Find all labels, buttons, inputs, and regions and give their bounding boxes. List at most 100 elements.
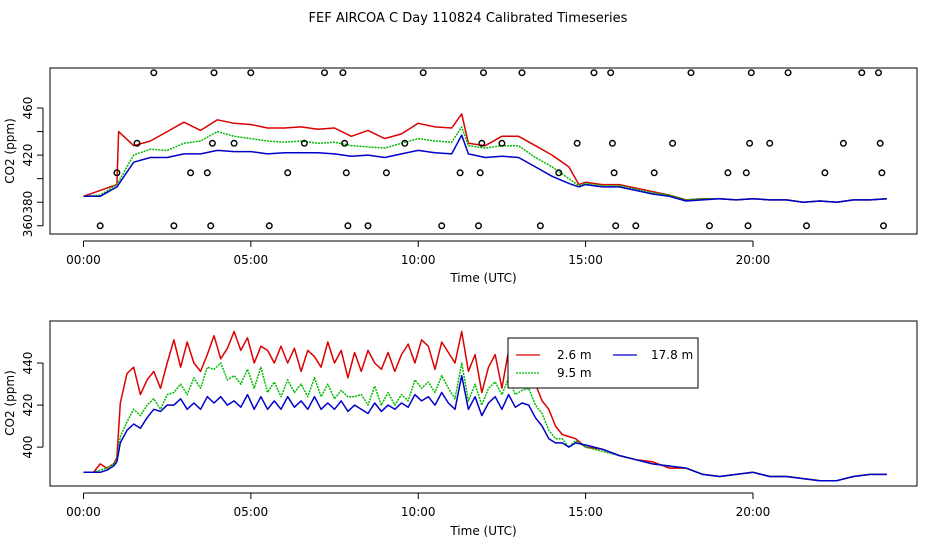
bottom-y-axis: 400 420 440 [21,352,44,459]
top-sample-marker [339,69,347,77]
top-sample-marker [438,222,446,230]
top-sample-marker [687,69,695,77]
legend-label-9-5m: 9.5 m [557,366,592,380]
top-y-tick-label: 360 [21,214,35,237]
chart-title: FEF AIRCOA C Day 110824 Calibrated Times… [309,11,628,26]
top-sample-marker [724,169,732,177]
bottom-y-tick-label: 440 [21,352,35,375]
top-sample-marker [744,222,752,230]
top-x-tick-label: 05:00 [234,253,269,267]
top-x-label: Time (UTC) [449,271,516,285]
top-sample-marker [650,169,658,177]
top-sample-marker [300,139,308,147]
top-plot-frame [49,67,918,235]
top-sample-marker [747,69,755,77]
top-sample-marker [875,69,883,77]
bottom-y-tick-label: 400 [21,436,35,459]
top-x-axis: 00:00 05:00 10:00 15:00 20:00 [66,240,771,267]
top-sample-marker [555,169,563,177]
top-sample-marker [880,222,888,230]
top-y-tick-label: 420 [21,144,35,167]
top-sample-marker [784,69,792,77]
top-sample-marker [742,169,750,177]
top-sample-marker [187,169,195,177]
top-sample-marker [590,69,598,77]
top-sample-marker [607,69,615,77]
top-sample-marker [341,139,349,147]
top-sample-marker [839,139,847,147]
bottom-series-17-8-m [83,374,887,482]
top-sample-marker [706,222,714,230]
top-sample-marker [632,222,640,230]
bottom-y-label: CO2 (ppm) [3,370,17,436]
top-y-tick-label: 460 [21,97,35,120]
top-sample-marker [230,139,238,147]
top-x-tick-label: 20:00 [736,253,771,267]
bottom-x-tick-label: 15:00 [568,505,603,519]
legend: 2.6 m 9.5 m 17.8 m [507,337,699,389]
bottom-y-tick-label: 420 [21,394,35,417]
top-sample-marker [344,222,352,230]
bottom-series-2-6-m [83,330,887,482]
top-sample-marker [669,139,677,147]
bottom-x-tick-label: 00:00 [66,505,101,519]
top-y-axis: 380 420 460 360 [21,97,44,237]
bottom-plot-data [83,330,887,482]
top-sample-marker [456,169,464,177]
top-x-tick-label: 10:00 [401,253,436,267]
top-sample-marker [342,169,350,177]
bottom-x-tick-label: 05:00 [234,505,269,519]
top-y-tick-label: 380 [21,191,35,214]
top-sample-marker [878,169,886,177]
top-sample-marker [419,69,427,77]
bottom-x-axis: 00:00 05:00 10:00 15:00 20:00 [66,492,771,519]
top-sample-marker [150,69,158,77]
top-sample-marker [170,222,178,230]
top-sample-marker [498,139,506,147]
top-sample-marker [610,169,618,177]
top-sample-marker [207,222,215,230]
top-sample-marker [321,69,329,77]
top-sample-marker [364,222,372,230]
top-sample-marker [821,169,829,177]
top-x-tick-label: 00:00 [66,253,101,267]
top-sample-marker [536,222,544,230]
top-x-tick-label: 15:00 [568,253,603,267]
bottom-panel: 00:00 05:00 10:00 15:00 20:00 400 420 440 Time… [3,320,918,538]
bottom-plot-frame [49,320,918,487]
bottom-x-label: Time (UTC) [449,524,516,538]
top-sample-marker [382,169,390,177]
top-y-label: CO2 (ppm) [3,118,17,184]
top-plot-data [83,69,888,230]
top-sample-marker [265,222,273,230]
bottom-x-tick-label: 10:00 [401,505,436,519]
top-sample-marker [480,69,488,77]
top-sample-marker [573,139,581,147]
top-sample-marker [113,169,121,177]
bottom-x-tick-label: 20:00 [736,505,771,519]
top-sample-marker [210,69,218,77]
top-sample-marker [133,139,141,147]
top-sample-marker [746,139,754,147]
top-sample-marker [96,222,104,230]
legend-label-17-8m: 17.8 m [651,348,693,362]
top-sample-marker [475,222,483,230]
top-sample-marker [208,139,216,147]
top-sample-marker [478,139,486,147]
top-sample-marker [476,169,484,177]
legend-box [507,337,699,389]
top-series-17-8-m [83,134,887,203]
top-sample-marker [803,222,811,230]
top-sample-marker [284,169,292,177]
top-sample-marker [401,139,409,147]
top-sample-marker [203,169,211,177]
top-sample-marker [612,222,620,230]
top-series-9-5-m [83,126,887,203]
top-panel: 00:00 05:00 10:00 15:00 20:00 380 420 460 360 T… [3,67,918,285]
top-sample-marker [876,139,884,147]
top-sample-marker [608,139,616,147]
top-sample-marker [518,69,526,77]
legend-label-2-6m: 2.6 m [557,348,592,362]
top-sample-marker [247,69,255,77]
